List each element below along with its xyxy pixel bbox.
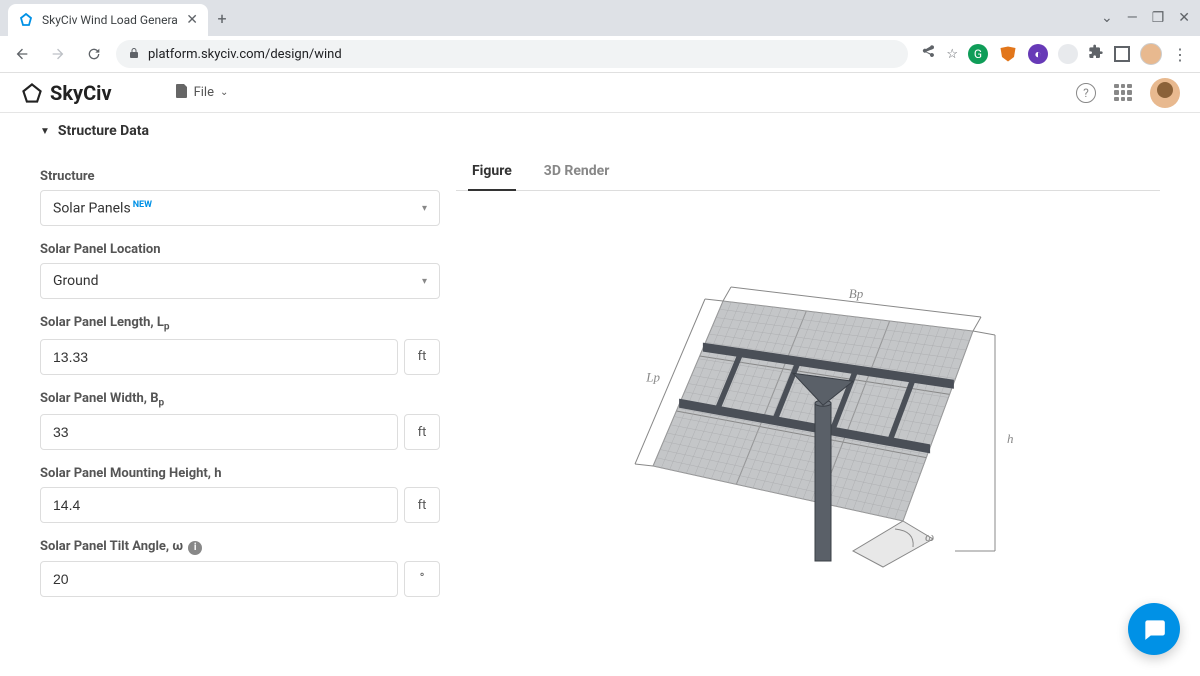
form-column: Structure Solar PanelsNEW ▾ Solar Panel … xyxy=(40,145,440,631)
viz-tabs: Figure 3D Render xyxy=(456,153,1160,191)
tilt-label: Solar Panel Tilt Angle, ω i xyxy=(40,539,440,555)
length-label: Solar Panel Length, Lp xyxy=(40,315,440,333)
browser-menu-icon[interactable]: ⋮ xyxy=(1172,45,1188,64)
file-menu[interactable]: File ⌄ xyxy=(176,84,229,101)
address-bar[interactable]: platform.skyciv.com/design/wind xyxy=(116,40,908,68)
tab-figure[interactable]: Figure xyxy=(468,153,516,191)
info-icon[interactable]: i xyxy=(188,541,202,555)
width-input[interactable] xyxy=(40,414,398,450)
new-badge: NEW xyxy=(133,200,152,210)
document-icon xyxy=(176,84,188,101)
browser-tab[interactable]: SkyCiv Wind Load Genera ✕ xyxy=(8,4,208,36)
collapse-caret-icon: ▼ xyxy=(40,126,50,137)
forward-button[interactable] xyxy=(44,40,72,68)
reload-button[interactable] xyxy=(80,40,108,68)
length-unit: ft xyxy=(404,339,440,375)
tilt-input[interactable] xyxy=(40,561,398,597)
field-location: Solar Panel Location Ground ▾ xyxy=(40,242,440,299)
structure-label: Structure xyxy=(40,169,440,184)
ext-metamask-icon[interactable] xyxy=(998,44,1018,64)
window-chevron-icon[interactable]: ⌄ xyxy=(1101,10,1113,26)
viz-column: Figure 3D Render ω Bp Lp h xyxy=(456,145,1160,631)
chat-button[interactable] xyxy=(1128,603,1180,655)
width-unit: ft xyxy=(404,414,440,450)
page-body: ▼ Structure Data Structure Solar PanelsN… xyxy=(0,113,1200,676)
logo-icon xyxy=(20,82,44,104)
close-tab-icon[interactable]: ✕ xyxy=(186,12,198,28)
chevron-down-icon: ▾ xyxy=(422,203,427,214)
section-title: Structure Data xyxy=(58,123,149,139)
app-header: SkyCiv File ⌄ ? xyxy=(0,73,1200,113)
app-logo[interactable]: SkyCiv xyxy=(20,81,112,105)
share-icon[interactable] xyxy=(920,44,936,64)
profile-avatar-small[interactable] xyxy=(1140,43,1162,65)
window-controls: ⌄ — ❐ ✕ xyxy=(1101,10,1200,26)
svg-text:Bp: Bp xyxy=(849,286,864,301)
figure-area: ω Bp Lp h xyxy=(456,191,1160,631)
apps-grid-icon[interactable] xyxy=(1114,84,1132,102)
help-icon[interactable]: ? xyxy=(1076,83,1096,103)
height-label: Solar Panel Mounting Height, h xyxy=(40,466,440,481)
section-header[interactable]: ▼ Structure Data xyxy=(16,113,1184,145)
tab-strip: SkyCiv Wind Load Genera ✕ + ⌄ — ❐ ✕ xyxy=(0,0,1200,36)
browser-chrome: SkyCiv Wind Load Genera ✕ + ⌄ — ❐ ✕ plat… xyxy=(0,0,1200,73)
field-tilt: Solar Panel Tilt Angle, ω i ° xyxy=(40,539,440,597)
structure-value: Solar PanelsNEW xyxy=(53,200,152,217)
maximize-icon[interactable]: ❐ xyxy=(1152,10,1165,26)
svg-text:h: h xyxy=(1007,431,1014,446)
location-select[interactable]: Ground ▾ xyxy=(40,263,440,299)
browser-toolbar: platform.skyciv.com/design/wind ☆ G ◐ ⋮ xyxy=(0,36,1200,72)
tilt-unit: ° xyxy=(404,561,440,597)
bookmark-icon[interactable]: ☆ xyxy=(946,47,958,62)
tab-title: SkyCiv Wind Load Genera xyxy=(42,13,178,27)
file-menu-label: File xyxy=(194,85,214,100)
svg-text:Lp: Lp xyxy=(645,370,660,385)
url-text: platform.skyciv.com/design/wind xyxy=(148,47,342,62)
lock-icon xyxy=(128,47,140,62)
field-width: Solar Panel Width, Bp ft xyxy=(40,391,440,451)
toolbar-right: ☆ G ◐ ⋮ xyxy=(916,43,1192,65)
logo-text: SkyCiv xyxy=(50,81,112,105)
user-avatar[interactable] xyxy=(1150,78,1180,108)
tab-3d-render[interactable]: 3D Render xyxy=(540,153,614,191)
solar-panel-figure: ω Bp Lp h xyxy=(578,231,1038,591)
ext-grammarly-icon[interactable]: G xyxy=(968,44,988,64)
ext-panel-icon[interactable] xyxy=(1114,46,1130,62)
favicon-icon xyxy=(18,12,34,28)
ext-gray-icon[interactable] xyxy=(1058,44,1078,64)
app-header-right: ? xyxy=(1076,78,1180,108)
back-button[interactable] xyxy=(8,40,36,68)
chevron-down-icon: ▾ xyxy=(422,276,427,287)
height-unit: ft xyxy=(404,487,440,523)
structure-select[interactable]: Solar PanelsNEW ▾ xyxy=(40,190,440,226)
field-height: Solar Panel Mounting Height, h ft xyxy=(40,466,440,523)
extensions-icon[interactable] xyxy=(1088,44,1104,64)
minimize-icon[interactable]: — xyxy=(1127,10,1138,26)
main-grid: Structure Solar PanelsNEW ▾ Solar Panel … xyxy=(16,145,1184,631)
close-window-icon[interactable]: ✕ xyxy=(1178,10,1190,26)
svg-text:ω: ω xyxy=(925,529,934,544)
chevron-down-icon: ⌄ xyxy=(220,87,228,98)
field-structure: Structure Solar PanelsNEW ▾ xyxy=(40,169,440,226)
height-input[interactable] xyxy=(40,487,398,523)
ext-purple-icon[interactable]: ◐ xyxy=(1028,44,1048,64)
field-length: Solar Panel Length, Lp ft xyxy=(40,315,440,375)
location-label: Solar Panel Location xyxy=(40,242,440,257)
location-value: Ground xyxy=(53,273,98,289)
new-tab-button[interactable]: + xyxy=(208,4,236,32)
length-input[interactable] xyxy=(40,339,398,375)
width-label: Solar Panel Width, Bp xyxy=(40,391,440,409)
